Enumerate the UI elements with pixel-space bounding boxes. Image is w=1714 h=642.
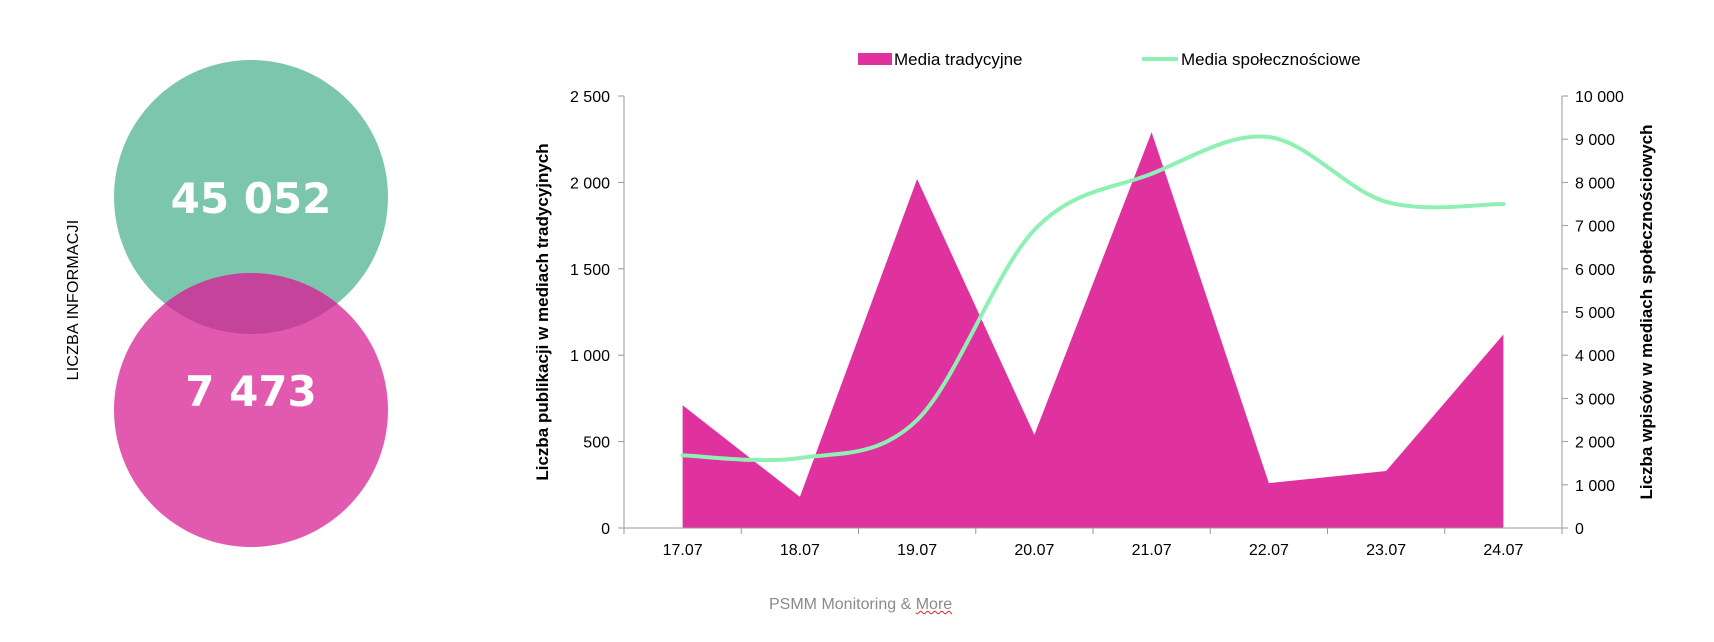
x-tick-label: 20.07 — [1014, 542, 1054, 559]
legend-label-social: Media społecznościowe — [1181, 50, 1361, 69]
left-y-tick-label: 1 000 — [570, 348, 610, 365]
x-tick-label: 22.07 — [1249, 542, 1289, 559]
right-y-tick-label: 5 000 — [1575, 305, 1615, 322]
x-tick-label: 23.07 — [1366, 542, 1406, 559]
footer-text: PSMM Monitoring & — [769, 596, 916, 613]
x-tick-label: 17.07 — [663, 542, 703, 559]
x-tick-label: 24.07 — [1483, 542, 1523, 559]
right-y-tick-label: 4 000 — [1575, 348, 1615, 365]
right-y-tick-label: 10 000 — [1575, 89, 1624, 106]
right-y-tick-label: 1 000 — [1575, 478, 1615, 495]
left-y-tick-label: 1 500 — [570, 262, 610, 279]
right-y-tick-label: 6 000 — [1575, 262, 1615, 279]
left-y-tick-label: 0 — [601, 521, 610, 538]
x-tick-label: 19.07 — [897, 542, 937, 559]
right-y-tick-label: 3 000 — [1575, 391, 1615, 408]
right-y-tick-label: 7 000 — [1575, 219, 1615, 236]
x-tick-label: 21.07 — [1132, 542, 1172, 559]
venn-diagram: 45 052 7 473 — [100, 50, 400, 550]
left-y-tick-label: 2 500 — [570, 89, 610, 106]
legend-label-traditional: Media tradycyjne — [894, 50, 1023, 69]
social-media-line — [680, 134, 1506, 463]
right-y-tick-label: 9 000 — [1575, 132, 1615, 149]
footer-text-more: More — [915, 596, 953, 613]
left-y-tick-label: 2 000 — [570, 175, 610, 192]
right-y-tick-label: 8 000 — [1575, 175, 1615, 192]
right-axis-title: Liczba wpisów w mediach społecznościowyc… — [1637, 124, 1656, 499]
footer-credit: PSMM Monitoring & More — [769, 596, 952, 614]
right-y-tick-label: 2 000 — [1575, 435, 1615, 452]
traditional-media-area — [682, 132, 1504, 528]
left-axis-title: Liczba publikacji w mediach tradycyjnych — [533, 143, 552, 480]
x-tick-label: 18.07 — [780, 542, 820, 559]
right-y-tick-label: 0 — [1575, 521, 1584, 538]
social-media-count: 45 052 — [170, 174, 332, 223]
left-y-tick-label: 500 — [583, 435, 610, 452]
traditional-media-count: 7 473 — [185, 367, 317, 416]
legend-swatch-traditional — [858, 53, 892, 65]
